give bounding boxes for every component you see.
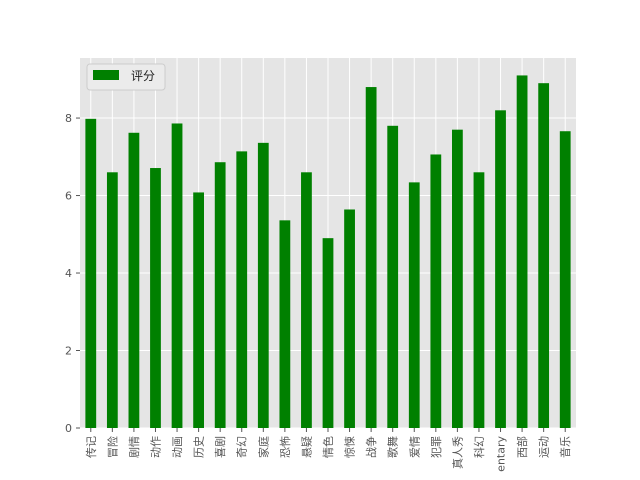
bar	[559, 131, 571, 428]
bar	[365, 87, 377, 429]
bar	[452, 129, 463, 428]
bar	[408, 182, 420, 428]
x-tick-label: 恐怖	[278, 436, 292, 458]
x-tick-label: 奇幻	[236, 436, 249, 458]
bar	[236, 151, 248, 428]
y-tick-label: 2	[65, 345, 72, 358]
x-tick-label: 动画	[171, 436, 184, 458]
bar	[538, 83, 550, 429]
legend-label: 评分	[131, 69, 155, 83]
x-tick-label: 历史	[193, 436, 206, 458]
bar	[193, 192, 204, 428]
y-tick-label: 8	[65, 112, 72, 125]
bar	[430, 154, 442, 429]
x-tick-label: 喜剧	[214, 436, 227, 458]
bar	[85, 118, 97, 429]
x-tick-label: 家庭	[256, 436, 270, 458]
x-tick-label: 西部	[515, 436, 529, 458]
x-tick-label: 悬疑	[300, 436, 313, 458]
bar	[128, 132, 140, 428]
y-tick-label: 4	[65, 267, 72, 280]
bar	[344, 209, 355, 428]
bar-series	[85, 75, 571, 429]
legend-swatch	[93, 70, 119, 80]
bar	[279, 220, 291, 428]
x-tick-label: 犯罪	[430, 436, 443, 458]
x-tick-label: 运动	[538, 436, 551, 458]
x-tick-label: 爱情	[408, 436, 421, 458]
y-tick-label: 0	[65, 422, 72, 435]
x-axis-ticks: 传记 冒险 剧情 动作 动画 历史 喜剧 奇幻 家庭 恐怖 悬疑 情色 惊悚 战争 歌舞 爱情 犯罪 真人秀 科幻 e…	[85, 428, 572, 472]
x-tick-label: 科幻	[472, 436, 486, 458]
bar	[473, 172, 485, 428]
bar	[257, 142, 269, 428]
x-tick-label: 真人秀	[450, 436, 464, 469]
bar	[214, 162, 226, 428]
bar	[516, 75, 528, 428]
x-tick-label: 音乐	[558, 436, 572, 458]
y-tick-label: 6	[65, 190, 72, 203]
bar	[322, 238, 334, 428]
x-tick-label: 情色	[321, 436, 335, 458]
bar	[495, 110, 506, 429]
x-tick-label: 剧情	[128, 436, 141, 458]
bar	[150, 168, 161, 428]
x-tick-label: 冒险	[105, 436, 119, 458]
x-tick-label: entary	[495, 436, 508, 472]
x-tick-label: 传记	[85, 436, 98, 458]
x-tick-label: 歌舞	[386, 436, 400, 458]
bar	[301, 172, 312, 428]
bar	[171, 123, 183, 428]
bar	[106, 172, 118, 428]
y-axis-ticks: 0 2 4 6 8	[65, 112, 80, 435]
x-tick-label: 动作	[149, 436, 162, 458]
x-tick-label: 战争	[364, 436, 378, 458]
bar	[387, 125, 399, 428]
x-tick-label: 惊悚	[343, 436, 357, 458]
legend: 评分	[86, 63, 166, 91]
